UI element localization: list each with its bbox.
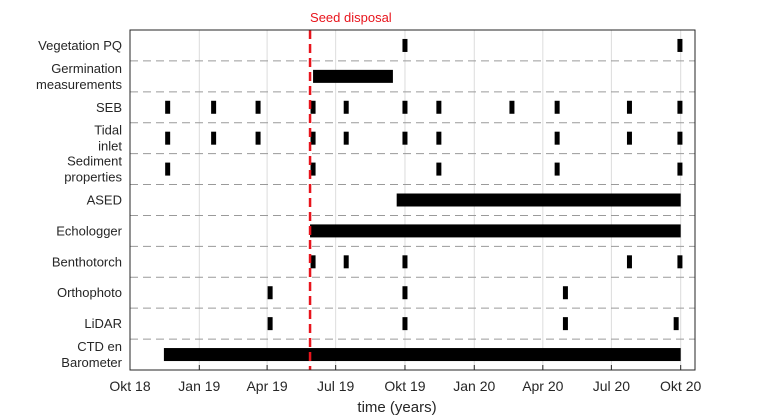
event-mark: [267, 317, 273, 331]
event-mark: [554, 131, 560, 145]
event-mark: [436, 162, 442, 176]
row-label: ASED: [87, 193, 122, 208]
event-mark: [310, 162, 316, 176]
event-mark: [626, 100, 632, 114]
event-mark: [509, 100, 515, 114]
row-separators: [130, 60, 695, 340]
event-mark: [554, 162, 560, 176]
row-label: inlet: [98, 139, 122, 154]
event-mark: [343, 100, 349, 114]
event-mark: [211, 100, 217, 114]
event-mark: [310, 100, 316, 114]
x-tick-label: Jul 19: [317, 378, 355, 394]
x-tick-label: Okt 18: [109, 378, 150, 394]
row-label: Vegetation PQ: [38, 38, 122, 53]
row-label: measurements: [36, 77, 122, 92]
period-bar: [396, 193, 681, 207]
period-bar: [313, 69, 393, 83]
event-mark: [562, 317, 568, 331]
row-label: CTD en: [77, 339, 122, 354]
row-label: SEB: [96, 100, 122, 115]
event-mark: [677, 131, 683, 145]
seed-disposal-label: Seed disposal: [310, 10, 392, 25]
event-mark: [343, 131, 349, 145]
x-tick-label: Apr 20: [522, 378, 563, 394]
event-mark: [673, 317, 679, 331]
row-label: properties: [64, 170, 122, 185]
event-mark: [626, 255, 632, 269]
row-label: Germination: [51, 61, 122, 76]
x-tick-label: Okt 19: [384, 378, 425, 394]
x-tick-label: Apr 19: [246, 378, 287, 394]
x-axis-label: time (years): [357, 399, 436, 416]
event-mark: [165, 131, 171, 145]
event-mark: [436, 100, 442, 114]
event-mark: [402, 100, 408, 114]
event-mark: [255, 131, 261, 145]
period-bar: [163, 348, 681, 362]
event-mark: [677, 100, 683, 114]
row-label: Orthophoto: [57, 285, 122, 300]
x-tick-label: Okt 20: [660, 378, 701, 394]
seed-disposal-annotation: Seed disposal: [308, 10, 392, 370]
event-mark: [165, 162, 171, 176]
row-label: Sediment: [67, 154, 122, 169]
event-mark: [626, 131, 632, 145]
event-mark: [255, 100, 261, 114]
plot-frame: [129, 29, 696, 371]
event-mark: [554, 100, 560, 114]
event-mark: [402, 317, 408, 331]
row-label: LiDAR: [84, 316, 122, 331]
event-mark: [267, 286, 273, 300]
event-mark: [677, 255, 683, 269]
event-mark: [310, 131, 316, 145]
row-label: Barometer: [61, 355, 122, 370]
x-tick-label: Jul 20: [593, 378, 631, 394]
event-mark: [310, 255, 316, 269]
event-mark: [677, 162, 683, 176]
x-tick-label: Jan 20: [453, 378, 495, 394]
data-marks: [163, 38, 683, 362]
event-mark: [343, 255, 349, 269]
event-mark: [562, 286, 568, 300]
event-mark: [402, 38, 408, 52]
event-mark: [402, 255, 408, 269]
row-label: Tidal: [94, 123, 122, 138]
event-mark: [402, 131, 408, 145]
event-mark: [211, 131, 217, 145]
event-mark: [436, 131, 442, 145]
event-mark: [402, 286, 408, 300]
event-mark: [677, 38, 683, 52]
row-label: Benthotorch: [52, 254, 122, 269]
x-axis-tick-labels: Okt 18 Jan 19 Apr 19 Jul 19 Okt 19 Jan 20 Apr …: [109, 365, 702, 394]
period-bar: [310, 224, 681, 238]
x-tick-label: Jan 19: [178, 378, 220, 394]
event-mark: [165, 100, 171, 114]
row-label: Echologger: [56, 223, 122, 238]
